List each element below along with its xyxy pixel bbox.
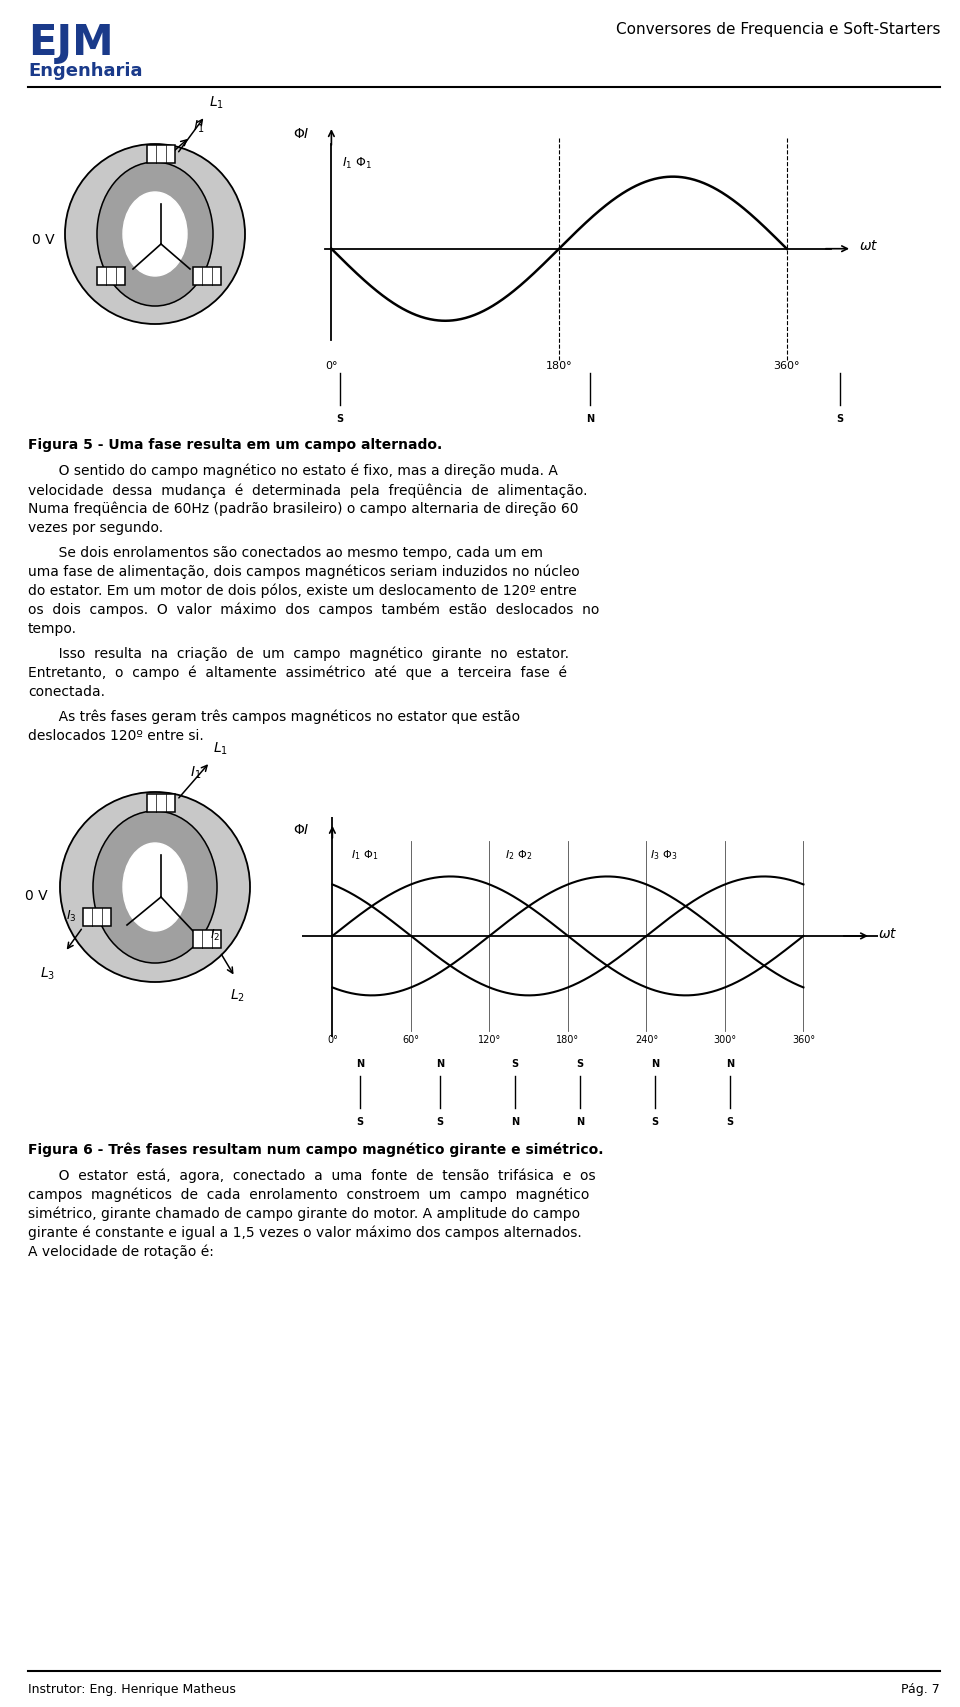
Ellipse shape — [644, 1074, 666, 1111]
Ellipse shape — [123, 843, 187, 932]
Text: 120°: 120° — [478, 1034, 501, 1045]
Text: Numa freqüência de 60Hz (padrão brasileiro) o campo alternaria de direção 60: Numa freqüência de 60Hz (padrão brasilei… — [28, 502, 579, 516]
Text: As três fases geram três campos magnéticos no estator que estão: As três fases geram três campos magnétic… — [28, 710, 520, 724]
Text: O  estator  está,  agora,  conectado  a  uma  fonte  de  tensão  trifásica  e  o: O estator está, agora, conectado a uma f… — [28, 1168, 595, 1183]
Text: N: N — [651, 1058, 660, 1069]
Text: $\Phi I$: $\Phi I$ — [293, 128, 310, 142]
Text: $I_2\ \Phi_2$: $I_2\ \Phi_2$ — [505, 847, 532, 860]
Text: $I_1$: $I_1$ — [190, 765, 202, 780]
Text: N: N — [511, 1116, 519, 1127]
Ellipse shape — [579, 370, 601, 408]
Text: $I_1\ \Phi_1$: $I_1\ \Phi_1$ — [343, 155, 372, 171]
Circle shape — [60, 792, 250, 983]
Text: $L_2$: $L_2$ — [230, 987, 245, 1004]
Text: vezes por segundo.: vezes por segundo. — [28, 521, 163, 534]
Text: A velocidade de rotação é:: A velocidade de rotação é: — [28, 1244, 214, 1258]
Text: $I_3$: $I_3$ — [66, 908, 77, 923]
Text: 360°: 360° — [792, 1034, 815, 1045]
Ellipse shape — [349, 1074, 371, 1111]
Text: $I_1$: $I_1$ — [193, 118, 204, 135]
Text: Engenharia: Engenharia — [28, 61, 142, 80]
Text: 180°: 180° — [557, 1034, 580, 1045]
Text: 0 V: 0 V — [33, 232, 55, 248]
Text: S: S — [437, 1116, 444, 1127]
Text: Isso  resulta  na  criação  de  um  campo  magnético  girante  no  estator.: Isso resulta na criação de um campo magn… — [28, 647, 569, 661]
Text: $\omega t$: $\omega t$ — [878, 927, 898, 941]
Text: $\Phi I$: $\Phi I$ — [293, 823, 310, 836]
Text: N: N — [356, 1058, 364, 1069]
Text: tempo.: tempo. — [28, 621, 77, 635]
Text: simétrico, girante chamado de campo girante do motor. A amplitude do campo: simétrico, girante chamado de campo gira… — [28, 1207, 580, 1221]
Text: $I_3\ \Phi_3$: $I_3\ \Phi_3$ — [650, 847, 678, 860]
Text: 0 V: 0 V — [25, 888, 48, 903]
Text: N: N — [436, 1058, 444, 1069]
Text: S: S — [836, 413, 844, 423]
Text: $L_3$: $L_3$ — [40, 966, 55, 982]
Bar — [97, 268, 125, 285]
Text: $L_1$: $L_1$ — [209, 94, 224, 111]
Text: Instrutor: Eng. Henrique Matheus: Instrutor: Eng. Henrique Matheus — [28, 1681, 236, 1695]
Circle shape — [65, 145, 245, 324]
Text: girante é constante e igual a 1,5 vezes o valor máximo dos campos alternados.: girante é constante e igual a 1,5 vezes … — [28, 1226, 582, 1239]
Text: S: S — [727, 1116, 733, 1127]
Text: Figura 5 - Uma fase resulta em um campo alternado.: Figura 5 - Uma fase resulta em um campo … — [28, 437, 443, 452]
Text: uma fase de alimentação, dois campos magnéticos seriam induzidos no núcleo: uma fase de alimentação, dois campos mag… — [28, 565, 580, 579]
Text: N: N — [726, 1058, 734, 1069]
Text: 240°: 240° — [635, 1034, 658, 1045]
Text: S: S — [576, 1058, 584, 1069]
Text: N: N — [586, 413, 594, 423]
Text: $I_2$: $I_2$ — [210, 927, 220, 942]
Text: S: S — [587, 355, 593, 365]
Text: O sentido do campo magnético no estato é fixo, mas a direção muda. A: O sentido do campo magnético no estato é… — [28, 464, 558, 478]
Text: 0°: 0° — [327, 1034, 338, 1045]
Text: 360°: 360° — [774, 362, 800, 370]
Ellipse shape — [829, 370, 851, 408]
Ellipse shape — [93, 811, 217, 963]
Ellipse shape — [504, 1074, 526, 1111]
Text: 300°: 300° — [713, 1034, 736, 1045]
Bar — [193, 268, 221, 285]
Text: Conversores de Frequencia e Soft-Starters: Conversores de Frequencia e Soft-Starter… — [615, 22, 940, 38]
Text: S: S — [652, 1116, 659, 1127]
Ellipse shape — [123, 193, 187, 277]
Text: deslocados 120º entre si.: deslocados 120º entre si. — [28, 729, 204, 743]
Text: S: S — [512, 1058, 518, 1069]
Ellipse shape — [429, 1074, 451, 1111]
Ellipse shape — [569, 1074, 591, 1111]
Text: Pág. 7: Pág. 7 — [901, 1681, 940, 1695]
Text: do estator. Em um motor de dois pólos, existe um deslocamento de 120º entre: do estator. Em um motor de dois pólos, e… — [28, 584, 577, 597]
Text: N: N — [336, 355, 344, 365]
Text: campos  magnéticos  de  cada  enrolamento  constroem  um  campo  magnético: campos magnéticos de cada enrolamento co… — [28, 1188, 589, 1202]
Text: 60°: 60° — [402, 1034, 420, 1045]
Text: conectada.: conectada. — [28, 685, 105, 698]
Bar — [147, 794, 175, 813]
Text: $L_1$: $L_1$ — [213, 741, 228, 756]
Bar — [147, 145, 175, 164]
Bar — [193, 930, 221, 949]
Text: os  dois  campos.  O  valor  máximo  dos  campos  também  estão  deslocados  no: os dois campos. O valor máximo dos campo… — [28, 603, 599, 618]
Ellipse shape — [719, 1074, 741, 1111]
Ellipse shape — [97, 162, 213, 307]
Text: N: N — [576, 1116, 584, 1127]
Text: $\omega t$: $\omega t$ — [859, 239, 878, 253]
Text: Entretanto,  o  campo  é  altamente  assimétrico  até  que  a  terceira  fase  é: Entretanto, o campo é altamente assimétr… — [28, 666, 567, 679]
Text: S: S — [336, 413, 344, 423]
Text: N: N — [836, 355, 844, 365]
Text: S: S — [356, 1116, 364, 1127]
Text: 180°: 180° — [545, 362, 572, 370]
Text: EJM: EJM — [28, 22, 113, 63]
Text: 0°: 0° — [325, 362, 338, 370]
Text: Figura 6 - Três fases resultam num campo magnético girante e simétrico.: Figura 6 - Três fases resultam num campo… — [28, 1142, 604, 1157]
Text: Se dois enrolamentos são conectados ao mesmo tempo, cada um em: Se dois enrolamentos são conectados ao m… — [28, 546, 543, 560]
Text: velocidade  dessa  mudança  é  determinada  pela  freqüência  de  alimentação.: velocidade dessa mudança é determinada p… — [28, 483, 588, 497]
Bar — [83, 908, 111, 927]
Text: $I_1\ \Phi_1$: $I_1\ \Phi_1$ — [351, 847, 378, 860]
Ellipse shape — [329, 370, 351, 408]
